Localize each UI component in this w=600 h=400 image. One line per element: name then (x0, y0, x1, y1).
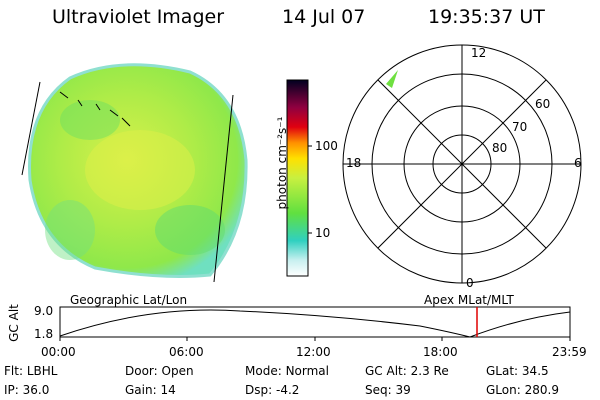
info-mode: Mode: Normal (245, 364, 329, 378)
polar-plot (342, 44, 582, 284)
info-dsp: Dsp: -4.2 (245, 383, 299, 397)
info-seq-value: 39 (395, 383, 411, 397)
colorbar-tick-100: 100 (315, 139, 338, 153)
polar-aurora-patch (386, 70, 398, 88)
info-flt: Flt: LBHL (4, 364, 57, 378)
colorbar-unit-label: photon cm⁻²s⁻¹ (275, 116, 289, 210)
polar-lat-60: 60 (535, 97, 551, 111)
info-glat: GLat: 34.5 (486, 364, 549, 378)
polar-lat-80: 80 (492, 141, 508, 155)
info-mode-label: Mode: (245, 364, 282, 378)
orbit-x-tick-4: 23:59 (552, 345, 587, 359)
info-ip: IP: 36.0 (4, 383, 49, 397)
info-door-label: Door: (125, 364, 158, 378)
colorbar-tick-10: 10 (315, 226, 331, 240)
info-mode-value: Normal (285, 364, 329, 378)
info-glon-value: 280.9 (524, 383, 559, 397)
observation-date: 14 Jul 07 (282, 6, 366, 28)
orbit-x-tick-0: 00:00 (41, 345, 76, 359)
orbit-x-tick-2: 12:00 (296, 345, 331, 359)
info-seq-label: Seq: (365, 383, 392, 397)
info-glat-label: GLat: (486, 364, 519, 378)
orbit-x-tick-3: 18:00 (423, 345, 458, 359)
info-flt-label: Flt: (4, 364, 23, 378)
orbit-x-tick-1: 06:00 (169, 345, 204, 359)
info-door-value: Open (161, 364, 194, 378)
colorbar (286, 79, 312, 277)
observation-time: 19:35:37 UT (428, 6, 545, 28)
info-glon-label: GLon: (486, 383, 521, 397)
info-ip-label: IP: (4, 383, 19, 397)
info-flt-value: LBHL (26, 364, 58, 378)
info-gcalt: GC Alt: 2.3 Re (365, 364, 449, 378)
instrument-title: Ultraviolet Imager (52, 6, 225, 28)
polar-label-0: 0 (466, 276, 474, 290)
polar-label-18: 18 (346, 156, 362, 170)
orbit-y-axis-label: GC Alt (7, 304, 21, 342)
orbit-plot (59, 306, 571, 341)
info-seq: Seq: 39 (365, 383, 411, 397)
info-gain: Gain: 14 (125, 383, 176, 397)
polar-lat-70: 70 (512, 120, 528, 134)
info-ip-value: 36.0 (22, 383, 50, 397)
polar-label-12: 12 (471, 46, 487, 60)
orbit-left-label: Geographic Lat/Lon (70, 293, 188, 307)
orbit-y-tick-min: 1.8 (34, 327, 54, 341)
info-glat-value: 34.5 (521, 364, 549, 378)
info-gain-value: 14 (160, 383, 176, 397)
earth-image (21, 63, 248, 283)
orbit-y-tick-max: 9.0 (34, 304, 54, 318)
info-gcalt-value: 2.3 Re (410, 364, 449, 378)
polar-label-6: 6 (574, 156, 582, 170)
info-dsp-label: Dsp: (245, 383, 273, 397)
info-dsp-value: -4.2 (275, 383, 300, 397)
info-door: Door: Open (125, 364, 194, 378)
info-gain-label: Gain: (125, 383, 157, 397)
info-glon: GLon: 280.9 (486, 383, 559, 397)
info-gcalt-label: GC Alt: (365, 364, 407, 378)
orbit-right-label: Apex MLat/MLT (424, 293, 514, 307)
